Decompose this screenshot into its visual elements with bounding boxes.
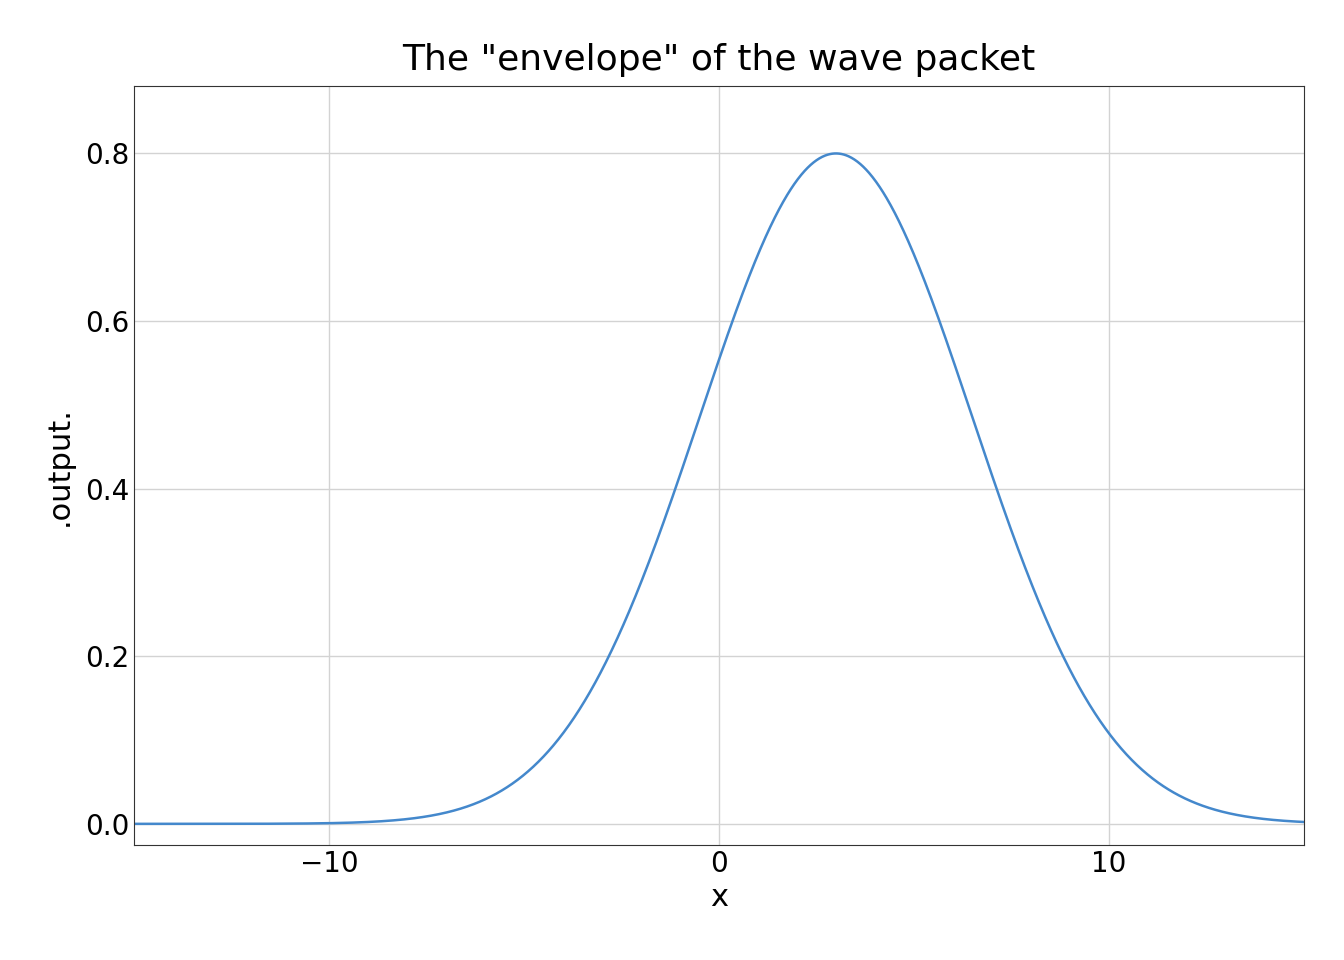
Y-axis label: .output.: .output.: [46, 406, 74, 525]
Title: The "envelope" of the wave packet: The "envelope" of the wave packet: [402, 43, 1036, 77]
X-axis label: x: x: [710, 883, 728, 912]
